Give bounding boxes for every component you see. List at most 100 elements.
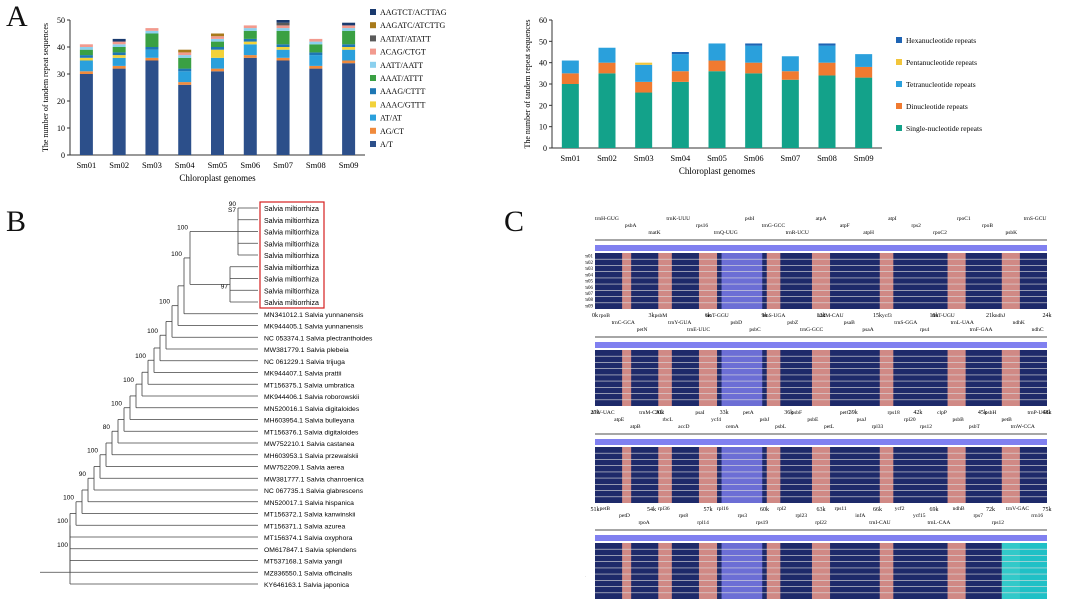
gene-label: ycf2 xyxy=(895,505,905,512)
gene-label: rps8 xyxy=(679,513,689,519)
gene-label: atpF xyxy=(840,223,850,229)
cns-region xyxy=(622,253,632,309)
bar-segment xyxy=(598,73,616,148)
exon-region xyxy=(721,543,763,599)
x-axis-label: Chloroplast genomes xyxy=(679,166,756,176)
bar-segment xyxy=(818,62,836,76)
bar-segment xyxy=(178,84,192,155)
cns-region xyxy=(1001,253,1020,309)
legend-label: AATT/AATT xyxy=(380,61,423,70)
gene-label: psbK xyxy=(1006,230,1018,236)
exon-region xyxy=(721,447,763,503)
bar-segment xyxy=(243,44,257,56)
tree-leaf-label: MT156375.1 Salvia umbratica xyxy=(264,382,355,389)
bar-segment xyxy=(145,33,159,47)
bar-segment xyxy=(781,79,799,148)
legend-label: Tetranucleotide repeats xyxy=(906,80,976,89)
bar-segment xyxy=(79,57,93,61)
phylogenetic-tree: Salvia miltiorrhiza Salvia miltiorrhiza Sa… xyxy=(40,201,373,589)
chart-repeat-classes: 0 10 20 30 40 50 60 Sm01 Sm02 Sm03 Sm04 Sm05 Sm06 Sm0… xyxy=(523,16,982,176)
support-value: 100 xyxy=(63,495,74,502)
bar-segment xyxy=(276,49,290,58)
bar-segment xyxy=(671,54,689,72)
x-tick-label: Sm05 xyxy=(208,160,228,170)
gene-label: trnE-UUC xyxy=(687,327,710,333)
gene-label: trnfM-CAU xyxy=(817,312,843,319)
bar-segment xyxy=(598,47,616,63)
bar-segment xyxy=(635,64,653,82)
gene-label: psbE xyxy=(807,417,819,423)
tree-leaf-label: MT156371.1 Salvia azurea xyxy=(264,523,345,530)
bar-segment xyxy=(112,52,126,56)
x-tick-label: Sm09 xyxy=(339,160,359,170)
support-value: 100 xyxy=(57,518,68,525)
cns-region xyxy=(698,447,718,503)
gene-label: rpoC1 xyxy=(957,216,971,222)
cns-region xyxy=(947,350,966,406)
bar-segment xyxy=(145,28,159,31)
legend-label: Single-nucleotide repeats xyxy=(906,124,982,133)
chart-repeat-types: 0 10 20 30 40 50 Sm01 Sm02 Sm03 Sm04 Sm05 Sm06 Sm07 S… xyxy=(41,8,447,183)
tree-leaf-label: NC 061229.1 Salvia trijuga xyxy=(264,359,345,366)
y-tick-label: 30 xyxy=(539,80,547,89)
gene-label: rpl2 xyxy=(777,506,786,512)
legend-swatch xyxy=(896,125,902,131)
legend-swatch xyxy=(370,48,376,55)
x-tick-label: Sm01 xyxy=(560,153,580,163)
tree-leaf-label: Salvia miltiorrhiza xyxy=(264,277,319,284)
bar-segment xyxy=(211,49,224,58)
exon-track xyxy=(595,439,1047,445)
gene-label: rpoC2 xyxy=(933,230,947,236)
bar-segment xyxy=(855,66,873,78)
bar-segment xyxy=(708,43,726,61)
legend-swatch xyxy=(370,75,376,81)
cns-region xyxy=(658,543,672,599)
gene-label: rpl23 xyxy=(796,513,808,519)
axis-tick-label: 0k xyxy=(592,313,598,319)
bar-segment xyxy=(79,74,93,155)
gene-label: trnP-UGG xyxy=(1027,410,1050,416)
cns-region xyxy=(658,253,672,309)
gene-label: psbB xyxy=(953,417,965,423)
legend-label: AT/AT xyxy=(380,114,402,123)
axis-tick-label: 6k xyxy=(705,313,711,319)
gene-label: rps18 xyxy=(888,410,900,416)
x-tick-label: Sm04 xyxy=(175,160,196,170)
tree-leaf-label: Salvia miltiorrhiza xyxy=(264,218,319,225)
axis-tick-label: 3k xyxy=(649,313,655,319)
bar-segment xyxy=(243,30,257,39)
support-value: 100 xyxy=(159,299,170,306)
gene-label: psaB xyxy=(844,320,855,326)
bar-segment xyxy=(79,49,93,56)
axis-tick-label: 72k xyxy=(986,507,995,513)
bar-segment xyxy=(309,52,323,56)
axis-tick-label: 21k xyxy=(986,313,995,319)
bar-segment xyxy=(79,60,93,72)
bar-segment xyxy=(145,57,159,61)
gene-label: psbI xyxy=(745,216,755,222)
gene-label: ycf15 xyxy=(913,512,926,519)
bar-segment xyxy=(178,57,192,69)
bar-segment xyxy=(342,22,356,26)
bar-segment xyxy=(178,55,192,58)
panel-label-b: B xyxy=(6,205,27,238)
cns-region xyxy=(947,253,966,309)
bar-segment xyxy=(818,45,836,63)
bar-segment xyxy=(211,33,224,37)
tree-leaf-label: NC 053374.1 Salvia plectranthoides xyxy=(264,335,373,342)
bar-segment xyxy=(145,30,159,34)
cns-region xyxy=(766,350,781,406)
cns-region xyxy=(879,447,894,503)
legend-swatch xyxy=(370,35,376,42)
legend-label: AAGATC/ATCTTG xyxy=(380,21,446,30)
bar-segment xyxy=(818,75,836,148)
cns-region xyxy=(1001,447,1020,503)
gene-label: psbZ xyxy=(787,320,799,326)
legend-label: Pentanucleotide repeats xyxy=(906,58,977,67)
support-value: S7 xyxy=(228,207,236,214)
support-value: 100 xyxy=(87,448,98,455)
x-tick-label: Sm05 xyxy=(707,153,727,163)
bar-segment xyxy=(211,57,224,69)
axis-tick-label: 33k xyxy=(720,410,729,416)
gene-label: trnH-GUG xyxy=(595,216,619,222)
